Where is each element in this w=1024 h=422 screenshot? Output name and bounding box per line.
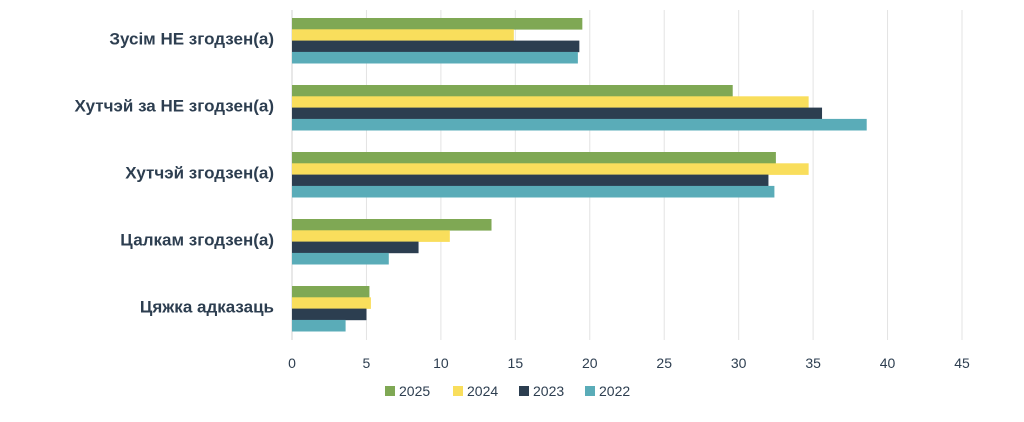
legend-swatch-2024	[453, 386, 463, 396]
category-labels: Зусім НЕ згодзен(а) Хутчэй за НЕ згодзен(…	[75, 30, 274, 317]
bar-2023-2	[292, 174, 769, 187]
x-axis-ticks: 0 5 10 15 20 25 30 35 40 45	[288, 355, 970, 371]
legend-label-2022: 2022	[599, 383, 630, 399]
bar-2023-0	[292, 40, 580, 53]
legend-swatch-2022	[585, 386, 595, 396]
bar-2022-4	[292, 319, 346, 332]
bar-2023-4	[292, 308, 367, 321]
bar-2024-0	[292, 29, 514, 41]
bar-2025-4	[292, 286, 370, 298]
bar-2024-2	[292, 163, 809, 175]
x-tick-label: 15	[508, 355, 524, 371]
category-label: Зусім НЕ згодзен(а)	[109, 30, 274, 49]
category-label: Цяжка адказаць	[140, 298, 274, 317]
legend-swatch-2025	[385, 386, 395, 396]
bar-2023-1	[292, 107, 823, 120]
bar-2024-3	[292, 230, 450, 242]
legend-swatch-2023	[519, 386, 529, 396]
bar-2024-4	[292, 297, 371, 309]
category-label: Хутчэй згодзен(а)	[125, 164, 274, 183]
x-tick-label: 30	[731, 355, 747, 371]
bar-2022-2	[292, 185, 775, 198]
legend-label-2024: 2024	[467, 383, 498, 399]
bar-2025-3	[292, 219, 492, 231]
legend-label-2023: 2023	[533, 383, 564, 399]
bar-2022-3	[292, 252, 389, 265]
bar-2022-0	[292, 51, 578, 64]
bar-2025-0	[292, 18, 583, 30]
bars	[292, 18, 867, 332]
bar-2023-3	[292, 241, 419, 254]
category-label: Цалкам згодзен(а)	[120, 231, 274, 250]
x-tick-label: 0	[288, 355, 296, 371]
legend: 2025 2024 2023 2022	[385, 383, 630, 399]
x-tick-label: 45	[954, 355, 970, 371]
x-tick-label: 25	[656, 355, 672, 371]
x-tick-label: 35	[805, 355, 821, 371]
x-tick-label: 40	[880, 355, 896, 371]
x-tick-label: 10	[433, 355, 449, 371]
bar-2024-1	[292, 96, 809, 108]
category-label: Хутчэй за НЕ згодзен(а)	[75, 97, 274, 116]
x-tick-label: 5	[363, 355, 371, 371]
x-tick-label: 20	[582, 355, 598, 371]
bar-2025-1	[292, 85, 733, 97]
legend-label-2025: 2025	[399, 383, 430, 399]
bar-2022-1	[292, 118, 867, 131]
bar-2025-2	[292, 152, 776, 164]
